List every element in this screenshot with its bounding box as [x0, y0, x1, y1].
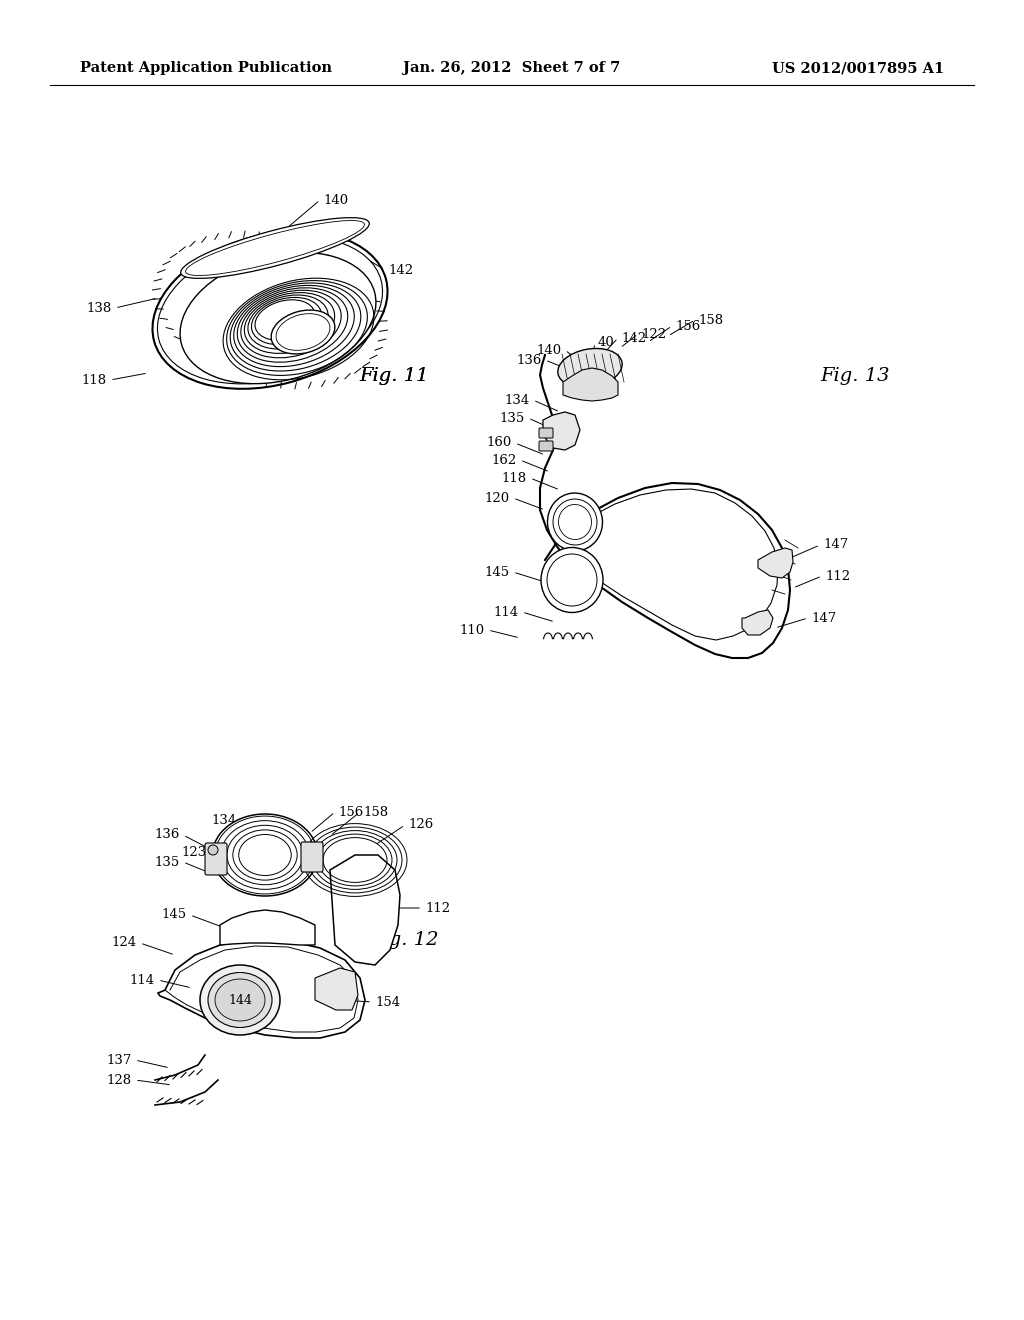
Text: 40: 40 — [598, 337, 614, 350]
Text: 134: 134 — [212, 813, 237, 826]
Ellipse shape — [541, 548, 603, 612]
Text: 118: 118 — [82, 374, 106, 387]
Text: 154: 154 — [375, 995, 400, 1008]
Text: 162: 162 — [492, 454, 517, 466]
FancyBboxPatch shape — [301, 842, 323, 873]
Ellipse shape — [548, 492, 602, 550]
Text: 147: 147 — [823, 539, 848, 552]
Text: 124: 124 — [112, 936, 137, 949]
Text: 135: 135 — [155, 855, 180, 869]
Text: 134: 134 — [505, 393, 530, 407]
Polygon shape — [315, 968, 358, 1010]
Text: 140: 140 — [323, 194, 348, 206]
Text: Fig. 13: Fig. 13 — [820, 367, 890, 385]
FancyBboxPatch shape — [539, 428, 553, 438]
Text: 145: 145 — [162, 908, 187, 921]
Text: 128: 128 — [106, 1073, 132, 1086]
Text: 123: 123 — [181, 846, 207, 858]
Ellipse shape — [215, 979, 265, 1020]
Circle shape — [208, 845, 218, 855]
Ellipse shape — [180, 252, 376, 384]
Text: Fig. 12: Fig. 12 — [370, 931, 439, 949]
Polygon shape — [330, 855, 400, 965]
Text: 137: 137 — [106, 1053, 132, 1067]
FancyBboxPatch shape — [539, 441, 553, 451]
Ellipse shape — [271, 310, 335, 354]
Polygon shape — [563, 368, 618, 401]
Text: 122: 122 — [641, 327, 667, 341]
Text: Fig. 11: Fig. 11 — [359, 367, 429, 385]
Polygon shape — [543, 412, 580, 450]
FancyBboxPatch shape — [205, 843, 227, 875]
Polygon shape — [742, 610, 773, 635]
Polygon shape — [158, 940, 365, 1038]
Text: 114: 114 — [130, 974, 155, 986]
Text: 144: 144 — [228, 994, 252, 1006]
Ellipse shape — [158, 236, 383, 384]
Text: 110: 110 — [460, 623, 485, 636]
Text: 120: 120 — [485, 491, 510, 504]
Text: 145: 145 — [485, 565, 510, 578]
Text: 112: 112 — [425, 902, 451, 915]
Text: 126: 126 — [408, 818, 433, 832]
Text: 112: 112 — [825, 569, 850, 582]
Text: 158: 158 — [698, 314, 723, 326]
Text: 156: 156 — [338, 805, 364, 818]
Text: 114: 114 — [494, 606, 519, 619]
Text: 138: 138 — [87, 301, 112, 314]
Text: Jan. 26, 2012  Sheet 7 of 7: Jan. 26, 2012 Sheet 7 of 7 — [403, 61, 621, 75]
Polygon shape — [758, 548, 793, 578]
Ellipse shape — [200, 965, 280, 1035]
Text: Fig. 11: Fig. 11 — [359, 367, 429, 385]
Ellipse shape — [558, 348, 623, 388]
Text: 135: 135 — [500, 412, 525, 425]
Text: Patent Application Publication: Patent Application Publication — [80, 61, 332, 75]
Text: 160: 160 — [486, 437, 512, 450]
Text: 142: 142 — [621, 331, 646, 345]
Text: 140: 140 — [537, 343, 562, 356]
Text: 118: 118 — [502, 471, 527, 484]
Text: 136: 136 — [155, 829, 180, 842]
Polygon shape — [220, 909, 315, 945]
Text: 142: 142 — [388, 264, 413, 276]
Text: 158: 158 — [362, 805, 388, 818]
Text: US 2012/0017895 A1: US 2012/0017895 A1 — [772, 61, 944, 75]
Polygon shape — [540, 355, 790, 657]
Ellipse shape — [180, 218, 370, 279]
Text: 136: 136 — [517, 354, 542, 367]
Text: 156: 156 — [675, 319, 700, 333]
Ellipse shape — [208, 973, 272, 1027]
Text: 147: 147 — [811, 611, 837, 624]
Ellipse shape — [213, 814, 317, 896]
